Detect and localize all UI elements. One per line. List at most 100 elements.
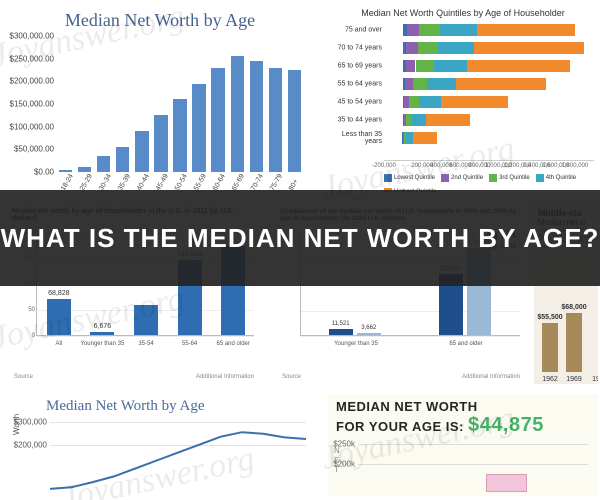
y-tick-label: $250,000.00 [10, 54, 55, 63]
segment [438, 42, 474, 54]
stacked-row [384, 96, 594, 108]
segment [418, 42, 438, 54]
segment [440, 24, 476, 36]
stacked-row [384, 78, 594, 90]
chart-title: Median Net Worth by Age [6, 394, 314, 415]
segment [477, 24, 575, 36]
segment [413, 132, 437, 144]
y-tick-label: $200,000.00 [10, 77, 55, 86]
row-label: 70 to 74 years [328, 45, 382, 52]
segment [419, 24, 440, 36]
overlay-title: WHAT IS THE MEDIAN NET WORTH BY AGE? [1, 223, 600, 254]
row-label: Less than 35 years [328, 131, 382, 145]
legend-swatch [441, 174, 449, 182]
legend-item: 4th Quintile [536, 174, 576, 182]
value-label: $68,000 [561, 304, 586, 311]
segment [407, 24, 419, 36]
y-tick-label: 0 [32, 333, 37, 339]
row-label: 45 to 54 years [328, 99, 382, 106]
chart-footer: Source Additional Information [14, 342, 254, 380]
x-tick-label: -200,000 [372, 163, 396, 169]
chart-title: Median Net Worth Quintiles by Age of Hou… [328, 4, 598, 20]
stacked-row [384, 42, 594, 54]
stacked-row [384, 114, 594, 126]
chart-median-net-worth-by-age-bar: Median Net Worth by Age $0.00$50,000.00$… [6, 4, 314, 192]
y-axis: $0.00$50,000.00$100,000.00$150,000.00$20… [6, 36, 56, 172]
x-tick-label: 19 [592, 376, 598, 383]
row-label: 35 to 44 years [328, 117, 382, 124]
y-tick-label: $0.00 [34, 168, 54, 177]
heading-line-2: FOR YOUR AGE IS: [336, 419, 464, 434]
footer-source: Source [282, 374, 301, 380]
segment [405, 78, 413, 90]
bar [288, 70, 301, 172]
y-tick-label: $50,000.00 [14, 145, 54, 154]
chart-net-worth-quintiles-stacked: Median Net Worth Quintiles by Age of Hou… [328, 4, 598, 192]
segment [406, 42, 417, 54]
legend-swatch [536, 174, 544, 182]
legend-label: 4th Quintile [546, 175, 576, 181]
segment [456, 78, 547, 90]
segment [427, 78, 456, 90]
legend-swatch [489, 174, 497, 182]
bars-container: $55,5001962$68,000196919 [538, 302, 598, 372]
footer-additional: Additional Information [196, 374, 254, 380]
x-tick-label: 1969 [566, 376, 582, 383]
legend-label: Lowest Quintile [394, 175, 435, 181]
bar [542, 323, 558, 372]
y-tick-label: $300,000 [14, 418, 50, 427]
bar [90, 332, 114, 335]
segment [419, 96, 441, 108]
legend: Lowest Quintile 2nd Quintile 3rd Quintile 4… [384, 174, 594, 190]
bar [211, 68, 224, 172]
y-tick-label: $200,000 [14, 440, 50, 449]
bar [357, 333, 381, 335]
row-label: 65 to 69 years [328, 63, 382, 70]
y-tick-label: $150,000.00 [10, 100, 55, 109]
plot-area [56, 36, 304, 172]
y-tick-label: $250k [333, 440, 358, 449]
segment [434, 60, 467, 72]
bar [269, 68, 282, 172]
chart-title: Median Net Worth by Age [6, 4, 314, 31]
stacked-row [384, 60, 594, 72]
row-label: 55 to 64 years [328, 81, 382, 88]
segment [467, 60, 570, 72]
footer-additional: Additional Information [462, 374, 520, 380]
bar [173, 99, 186, 172]
heading-line-1: MEDIAN NET WORTH [336, 399, 478, 414]
chart-median-net-worth-line: Median Net Worth by Age Worth $300,000$2… [6, 394, 314, 496]
legend-item: Lowest Quintile [384, 174, 435, 182]
plot-area: NET $250k$200k [358, 440, 588, 492]
legend-item: 2nd Quintile [441, 174, 483, 182]
row-label: 75 and over [328, 27, 382, 34]
value-label: 3,662 [361, 325, 376, 331]
heading: MEDIAN NET WORTH FOR YOUR AGE IS: $44,87… [336, 400, 590, 436]
bar [97, 156, 110, 172]
legend-item: 3rd Quintile [489, 174, 530, 182]
x-tick-label: 1962 [542, 376, 558, 383]
bar [231, 56, 244, 172]
segment [441, 96, 508, 108]
value-label: 6,676 [94, 323, 112, 330]
segment [474, 42, 584, 54]
segment [413, 78, 427, 90]
value-label: $55,500 [537, 314, 562, 321]
bar [135, 131, 148, 172]
segment [412, 114, 425, 126]
chart-footer: Source Additional Information [282, 342, 520, 380]
bar [134, 305, 158, 335]
bar [329, 329, 353, 335]
x-axis: 18-2425-2930-3435-3940-4445-4950-5455-59… [56, 172, 304, 192]
bar [154, 115, 167, 172]
title-overlay: WHAT IS THE MEDIAN NET WORTH BY AGE? [0, 190, 600, 286]
x-tick-label: 1,800,000 [562, 163, 589, 169]
plot-area: $300,000$200,000 [50, 422, 306, 490]
y-tick-label: $300,000.00 [10, 32, 55, 41]
legend-label: 2nd Quintile [451, 175, 483, 181]
x-axis: -200,000-200,000400,000600,000800,0001,0… [384, 160, 594, 170]
y-tick-label: 50 [28, 307, 37, 313]
segment [406, 132, 413, 144]
segment [426, 114, 470, 126]
bar [47, 299, 71, 335]
